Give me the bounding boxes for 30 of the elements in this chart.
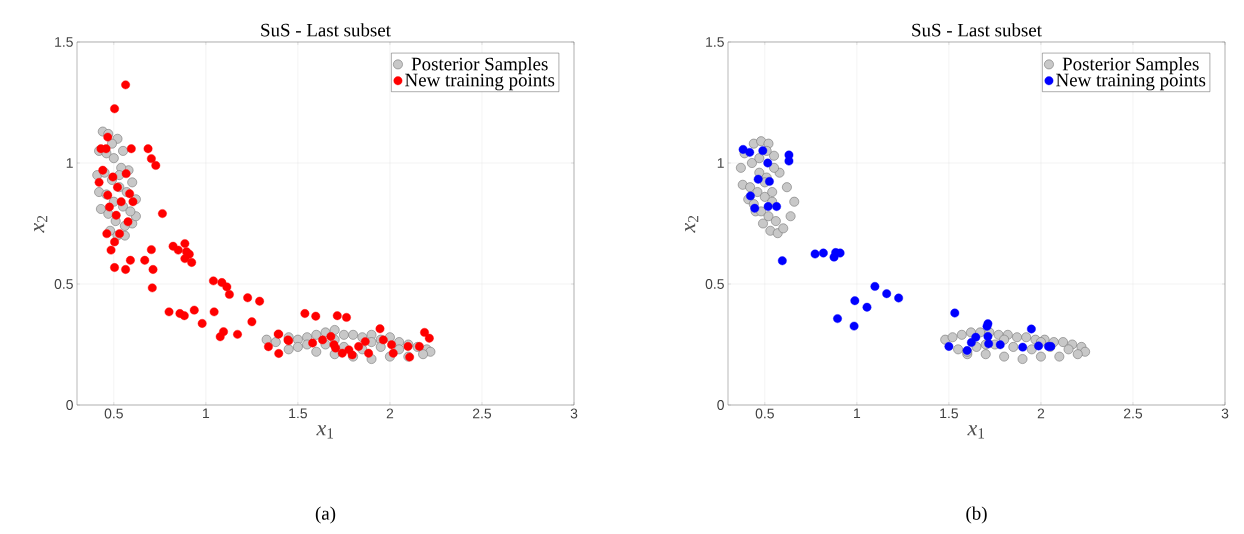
y-axis-title: x$_{2}$ (685, 215, 699, 233)
y-tick-label: 0.5 (705, 279, 724, 289)
chart-title: SuS - Last subset (912, 23, 1042, 37)
text: (b) (966, 506, 987, 524)
x-tick-label: 1 (854, 408, 861, 419)
y-tick-label: 0 (717, 400, 724, 410)
y-tick-label: 0.5 (54, 279, 73, 289)
x-tick-label: 0.5 (755, 408, 774, 419)
x-tick-label: 1.5 (289, 408, 307, 419)
x-tick-label: 2.5 (472, 408, 492, 419)
x-tick-label: 3 (1221, 408, 1229, 419)
y-tick-label: 1.5 (706, 37, 724, 47)
x-axis-title: x$_{1}$ (316, 425, 334, 439)
x-tick-label: 2 (386, 408, 394, 419)
x-tick-label: 3 (570, 408, 578, 419)
x-axis-title: x$_{1}$ (967, 425, 985, 439)
x-tick-label: 2.5 (1123, 408, 1143, 419)
y-tick-label: 1 (66, 158, 73, 168)
y-tick-label: 0 (66, 400, 73, 410)
x-tick-label: 2 (1037, 408, 1045, 419)
legend-label: New training points (405, 73, 555, 91)
x-tick-label: 1.5 (940, 408, 959, 419)
y-axis-title: x$_{2}$ (34, 215, 48, 233)
x-tick-label: 0.5 (104, 408, 123, 419)
chart-title: SuS - Last subset (261, 23, 391, 37)
x-tick-label: 1 (203, 408, 210, 419)
y-tick-label: 1.5 (55, 37, 73, 47)
text: (a) (315, 506, 336, 524)
legend-label: New training points (1056, 73, 1206, 91)
y-tick-label: 1 (717, 158, 724, 168)
